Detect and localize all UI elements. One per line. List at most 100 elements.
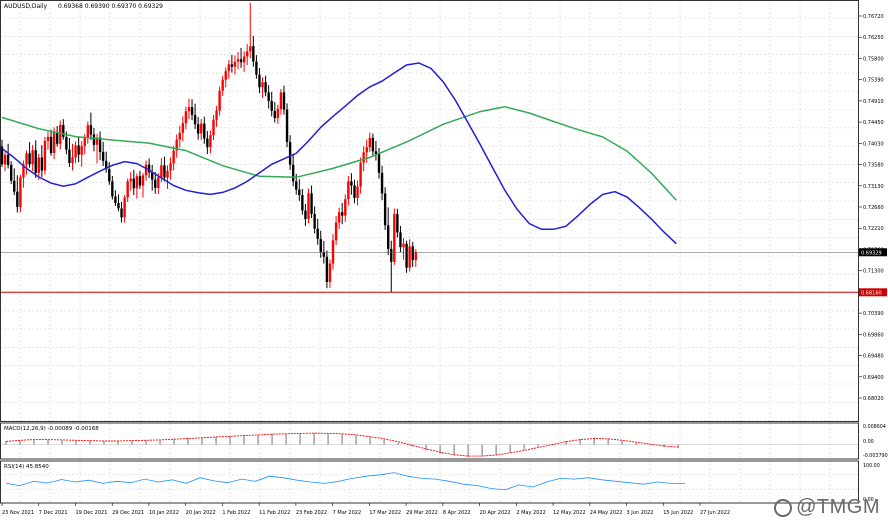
candle-body <box>77 145 80 155</box>
date-tick-label: 3 Jun 2022 <box>627 510 654 516</box>
candle-body <box>190 107 194 116</box>
candle-body <box>114 196 117 203</box>
moving-average-slow <box>1 106 677 201</box>
rsi-line <box>5 472 685 491</box>
candle-body <box>147 164 151 173</box>
candle-body <box>132 178 135 189</box>
candle-body <box>120 208 123 218</box>
candle-body <box>313 213 316 229</box>
candle-body <box>80 146 83 155</box>
candle-body <box>368 137 371 148</box>
candle-body <box>246 51 249 57</box>
date-tick-label: 19 Dec 2021 <box>75 510 107 516</box>
candle-body <box>337 212 341 223</box>
candle-body <box>203 123 206 139</box>
candle-body <box>319 238 322 253</box>
price-tick-label: 0.72210 <box>863 226 884 232</box>
candle-body <box>396 213 399 233</box>
candle-body <box>221 79 224 91</box>
candle-body <box>13 180 16 192</box>
price-tick-label: 0.70390 <box>863 311 884 317</box>
candle-body <box>264 82 267 93</box>
watermark-text: @TMGM <box>796 496 880 518</box>
candle-body <box>414 252 417 261</box>
candle-body <box>255 61 258 75</box>
candle-body <box>55 132 59 144</box>
candle-body <box>344 199 347 216</box>
candle-body <box>34 150 37 173</box>
moving-average-fast <box>1 62 677 245</box>
candle-body <box>150 172 154 180</box>
rsi-pane-frame <box>0 460 859 504</box>
candle-body <box>350 181 353 186</box>
candle-body <box>3 154 7 165</box>
price-tick-label: 0.76720 <box>863 14 884 20</box>
candle-body <box>282 92 286 110</box>
candle-body <box>374 151 378 155</box>
candle-body <box>230 64 234 67</box>
price-tick-label: 0.71300 <box>863 269 884 275</box>
candle-body <box>331 240 335 264</box>
candle-body <box>154 179 157 188</box>
candle-body <box>408 246 411 268</box>
price-tick-label: 0.74450 <box>863 120 884 126</box>
candle-body <box>117 202 120 209</box>
candle-body <box>89 125 93 135</box>
candle-body <box>46 136 50 142</box>
candle-body <box>138 176 142 186</box>
candle-body <box>402 243 405 248</box>
candle-body <box>393 213 396 262</box>
candle-body <box>62 124 65 137</box>
price-tick-label: 0.75390 <box>863 78 884 84</box>
candle-body <box>212 119 215 136</box>
candle-body <box>6 154 10 165</box>
candle-body <box>95 137 99 145</box>
candle-body <box>206 138 209 148</box>
candle-body <box>285 109 289 143</box>
candle-body <box>328 263 332 283</box>
candle-body <box>166 170 169 178</box>
candle-body <box>40 157 44 171</box>
price-tick-label: 0.69860 <box>863 332 884 338</box>
candle-body <box>184 111 188 124</box>
price-tick-label: 0.73130 <box>863 184 884 190</box>
price-tick-label: 0.68020 <box>863 396 884 402</box>
candle-body <box>325 256 329 283</box>
main-pane-frame <box>0 0 859 422</box>
support-badge <box>859 288 887 297</box>
candle-body <box>193 115 197 125</box>
candle-body <box>28 153 31 165</box>
date-tick-label: 10 Jan 2022 <box>149 510 179 516</box>
candle-body <box>111 181 114 197</box>
candle-body <box>9 164 13 181</box>
candle-body <box>242 56 246 63</box>
candle-body <box>43 141 47 171</box>
candle-body <box>98 137 102 152</box>
date-tick-label: 7 Mar 2022 <box>333 510 362 516</box>
candle-body <box>200 123 203 134</box>
date-tick-label: 23 Nov 2021 <box>2 510 34 516</box>
candle-body <box>0 146 4 165</box>
candle-body <box>405 243 408 268</box>
date-tick-label: 20 Jan 2022 <box>186 510 216 516</box>
price-tick-label: 0.73580 <box>863 163 884 169</box>
price-tick-label: 0.69480 <box>863 354 884 360</box>
candle-body <box>267 92 270 101</box>
ohlc-readout: 0.69368 0.69390 0.69370 0.69329 <box>58 3 163 10</box>
candle-body <box>288 142 292 165</box>
candle-body <box>169 163 172 171</box>
date-tick-label: 24 May 2022 <box>590 510 623 516</box>
candle-body <box>301 195 304 211</box>
candle-body <box>74 145 77 158</box>
macd-tick-label: 0.00 <box>863 439 874 445</box>
date-tick-label: 8 Apr 2022 <box>443 510 471 516</box>
candle-body <box>341 212 344 216</box>
candle-body <box>160 165 163 178</box>
price-tick-label: 0.74030 <box>863 141 884 147</box>
candle-body <box>276 108 280 119</box>
candle-body <box>31 150 34 165</box>
candle-body <box>218 90 221 111</box>
candle-body <box>310 193 313 214</box>
